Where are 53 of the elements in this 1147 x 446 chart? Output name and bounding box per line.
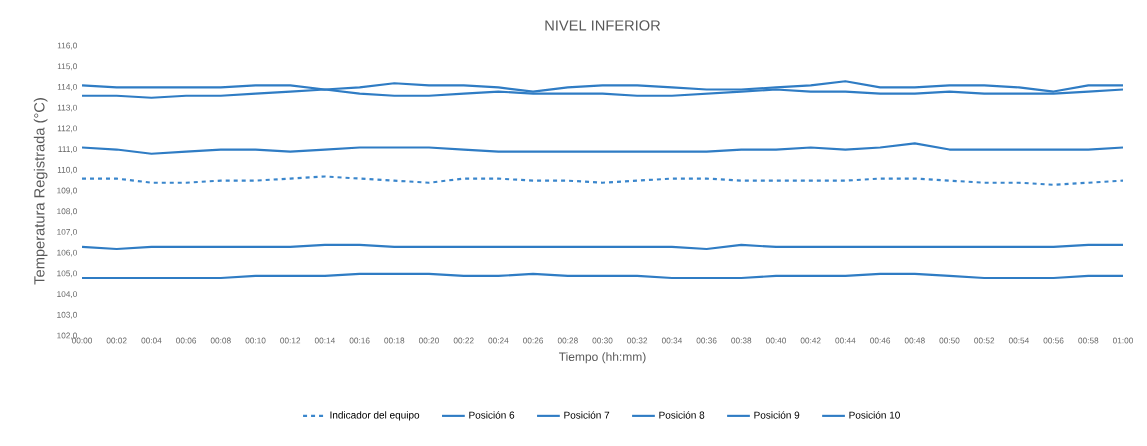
x-tick-label: 00:54: [1008, 337, 1029, 344]
x-tick-label: 00:56: [1043, 337, 1064, 344]
x-tick-label: 00:04: [141, 337, 162, 344]
y-tick-label: 103,0: [57, 311, 77, 319]
x-tick-label: 00:58: [1078, 337, 1099, 344]
x-tick-label: 00:42: [800, 337, 821, 344]
x-tick-label: 00:34: [661, 337, 683, 344]
legend-label: Posición 8: [659, 411, 705, 419]
y-tick-label: 111,0: [58, 146, 77, 153]
y-tick-label: 110,0: [57, 166, 77, 174]
legend-label: Posición 10: [849, 411, 900, 419]
x-tick-label: 00:24: [488, 337, 509, 344]
x-tick-label: 00:20: [418, 337, 439, 344]
legend-label: Posición 7: [564, 411, 610, 419]
y-tick-label: 116,0: [57, 42, 77, 50]
y-tick-label: 109,0: [57, 187, 77, 195]
x-tick-label: 00:06: [176, 337, 197, 344]
y-tick-label: 104,0: [57, 291, 77, 298]
x-tick-label: 00:08: [210, 337, 231, 344]
y-axis-title: Temperatura Registrada (°C): [33, 98, 48, 285]
x-tick-label: 00:12: [280, 337, 301, 344]
x-tick-label: 00:44: [835, 337, 856, 344]
legend-label: Posición 6: [469, 411, 515, 419]
x-tick-label: 00:10: [245, 337, 266, 344]
y-tick-label: 108,0: [57, 208, 77, 216]
x-axis-title: Tiempo (hh:mm): [558, 352, 646, 364]
y-tick-label: 107,0: [57, 229, 77, 236]
x-tick-label: 00:48: [904, 337, 925, 344]
x-tick-label: 00:26: [523, 337, 544, 344]
x-tick-label: 00:30: [592, 337, 613, 344]
x-tick-label: 00:14: [314, 337, 335, 344]
x-tick-label: 00:18: [384, 337, 405, 344]
legend-label: Indicador del equipo: [330, 411, 420, 421]
y-tick-label: 106,0: [57, 249, 77, 257]
x-tick-label: 00:52: [974, 337, 995, 344]
x-tick-label: 00:16: [349, 337, 370, 344]
x-tick-label: 00:22: [453, 337, 474, 344]
x-tick-label: 00:36: [696, 337, 717, 344]
x-tick-label: 00:50: [939, 337, 960, 344]
x-tick-label: 00:38: [731, 337, 752, 344]
x-tick-label: 00:40: [766, 337, 787, 344]
chart-title: NIVEL INFERIOR: [545, 20, 661, 31]
x-tick-label: 00:28: [557, 337, 578, 344]
x-tick-label: 01:00: [1112, 337, 1133, 344]
y-tick-label: 112,0: [57, 125, 77, 133]
y-tick-label: 113,0: [57, 104, 77, 112]
y-tick-label: 105,0: [57, 270, 77, 278]
legend-label: Posición 9: [754, 411, 800, 419]
y-tick-label: 114,0: [57, 84, 77, 91]
y-tick-label: 115,0: [57, 63, 77, 71]
x-tick-label: 00:32: [627, 337, 648, 344]
x-tick-label: 00:02: [106, 337, 127, 344]
x-tick-label: 00:46: [870, 337, 891, 344]
